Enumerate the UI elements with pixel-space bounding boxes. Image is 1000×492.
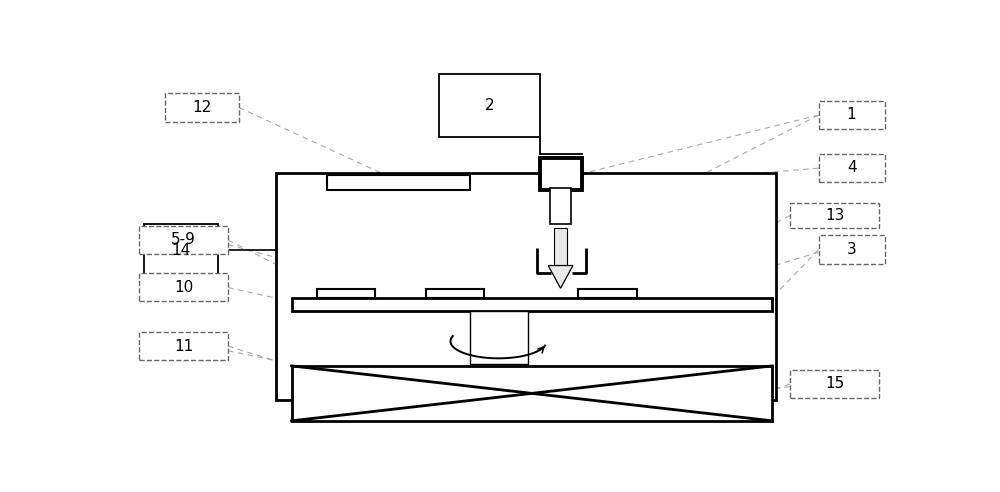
Bar <box>578 289 637 298</box>
Text: 1: 1 <box>847 107 856 123</box>
Bar <box>540 157 582 190</box>
Polygon shape <box>548 266 573 288</box>
Text: 4: 4 <box>847 160 856 176</box>
Bar <box>139 332 228 360</box>
Text: 12: 12 <box>192 100 212 115</box>
Bar <box>426 289 484 298</box>
Bar <box>819 154 885 182</box>
Bar <box>790 369 879 398</box>
Bar <box>165 93 239 122</box>
Text: 10: 10 <box>174 280 193 295</box>
Text: 15: 15 <box>825 376 844 392</box>
Bar <box>819 235 885 264</box>
Bar <box>554 228 567 268</box>
Bar <box>439 74 540 137</box>
Bar <box>139 273 228 302</box>
Text: 5-9: 5-9 <box>171 232 196 247</box>
Bar <box>144 224 218 277</box>
Bar <box>819 101 885 129</box>
Text: 14: 14 <box>172 243 191 258</box>
Bar <box>139 226 228 254</box>
Text: 2: 2 <box>484 98 494 113</box>
Bar <box>292 298 772 311</box>
Text: 11: 11 <box>174 338 193 354</box>
Text: 13: 13 <box>825 208 844 223</box>
Bar <box>550 188 571 224</box>
Bar <box>292 366 772 421</box>
Bar <box>470 311 528 364</box>
Bar <box>276 173 776 400</box>
Text: 3: 3 <box>847 242 856 257</box>
Bar <box>317 289 375 298</box>
Bar <box>790 203 879 228</box>
Bar <box>326 175 470 190</box>
